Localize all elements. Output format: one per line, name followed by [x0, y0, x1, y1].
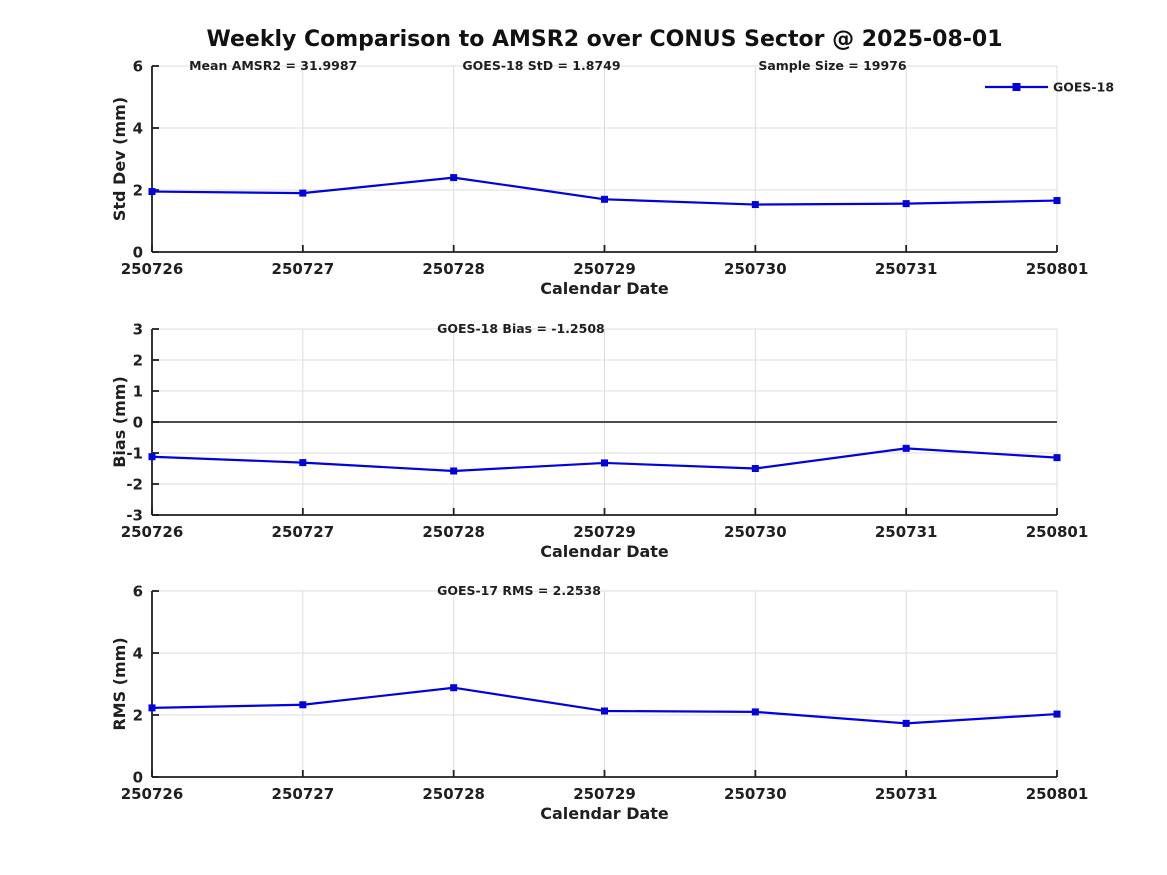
data-point-marker [902, 200, 910, 208]
data-point-marker [1053, 710, 1061, 718]
x-axis-label: Calendar Date [540, 542, 669, 561]
subplot-std-dev: 0 2 4 6 250726 250727 250728 250729 250730 250731… [110, 57, 1114, 298]
stat-annotation: Sample Size = 19976 [758, 58, 907, 73]
legend: GOES-18 [985, 79, 1114, 94]
data-point-marker [450, 174, 458, 182]
data-point-marker [902, 719, 910, 727]
y-tick-label: 0 [133, 768, 143, 786]
x-tick-label: 250726 [121, 785, 184, 803]
x-tick-label: 250727 [272, 785, 335, 803]
data-point-marker [902, 444, 910, 452]
x-tick-label: 250726 [121, 260, 184, 278]
y-tick-label: -2 [126, 475, 143, 493]
stat-annotation: GOES-17 RMS = 2.2538 [437, 583, 601, 598]
data-point-marker [299, 701, 307, 709]
x-tick-label: 250728 [422, 260, 485, 278]
x-axis-label: Calendar Date [540, 804, 669, 823]
data-point-marker [299, 459, 307, 467]
y-tick-label: 6 [133, 582, 143, 600]
data-point-marker [601, 195, 608, 203]
x-tick-label: 250727 [272, 523, 335, 541]
y-axis-label: Std Dev (mm) [110, 97, 129, 221]
y-tick-label: 3 [133, 320, 143, 338]
x-tick-label: 250730 [724, 785, 787, 803]
x-tick-label: 250728 [422, 785, 485, 803]
y-tick-label: 2 [133, 351, 143, 369]
data-point-marker [1053, 454, 1061, 462]
data-point-marker [148, 453, 156, 461]
data-point-marker [1053, 197, 1061, 205]
data-point-marker [751, 465, 759, 472]
legend-text: GOES-18 [1053, 79, 1114, 94]
x-tick-label: 250731 [875, 523, 938, 541]
data-point-marker [751, 201, 759, 209]
y-tick-label: 1 [133, 382, 143, 400]
data-point-marker [601, 459, 608, 467]
y-axis-label: Bias (mm) [110, 376, 129, 468]
data-point-marker [601, 707, 608, 715]
data-point-marker [299, 189, 307, 197]
y-tick-label: 4 [133, 119, 143, 137]
x-tick-label: 250727 [272, 260, 335, 278]
data-point-marker [751, 708, 759, 716]
stat-annotation: Mean AMSR2 = 31.9987 [189, 58, 357, 73]
x-tick-label: 250729 [573, 785, 636, 803]
y-tick-label: -1 [126, 444, 143, 462]
stat-annotation: GOES-18 Bias = -1.2508 [437, 321, 605, 336]
x-tick-label: 250730 [724, 260, 787, 278]
subplot-rms: 0 2 4 6 250726 250727 250728 250729 250730 250731… [110, 582, 1088, 823]
x-tick-label: 250729 [573, 523, 636, 541]
x-tick-label: 250728 [422, 523, 485, 541]
x-axis-label: Calendar Date [540, 279, 669, 298]
x-tick-label: 250801 [1026, 785, 1089, 803]
x-tick-label: 250726 [121, 523, 184, 541]
stat-annotation: GOES-18 StD = 1.8749 [462, 58, 620, 73]
data-point-marker [450, 467, 458, 475]
y-tick-label: 4 [133, 644, 143, 662]
y-axis-label: RMS (mm) [110, 637, 129, 730]
y-tick-label: 0 [133, 243, 143, 261]
y-tick-label: -3 [126, 506, 143, 524]
y-tick-label: 0 [133, 413, 143, 431]
x-tick-label: 250801 [1026, 260, 1089, 278]
x-tick-label: 250731 [875, 785, 938, 803]
figure-title: Weekly Comparison to AMSR2 over CONUS Se… [206, 27, 1003, 52]
data-point-marker [148, 704, 156, 712]
subplot-bias: -3 -2 -1 0 1 2 3 250726 250727 250728 250729 250730… [110, 320, 1088, 561]
y-tick-label: 6 [133, 57, 143, 75]
x-tick-label: 250730 [724, 523, 787, 541]
data-point-marker [450, 684, 458, 692]
data-point-marker [148, 188, 156, 196]
legend-marker [1012, 83, 1021, 91]
x-tick-label: 250729 [573, 260, 636, 278]
x-tick-label: 250731 [875, 260, 938, 278]
x-tick-label: 250801 [1026, 523, 1089, 541]
y-tick-label: 2 [133, 181, 143, 199]
y-tick-label: 2 [133, 706, 143, 724]
